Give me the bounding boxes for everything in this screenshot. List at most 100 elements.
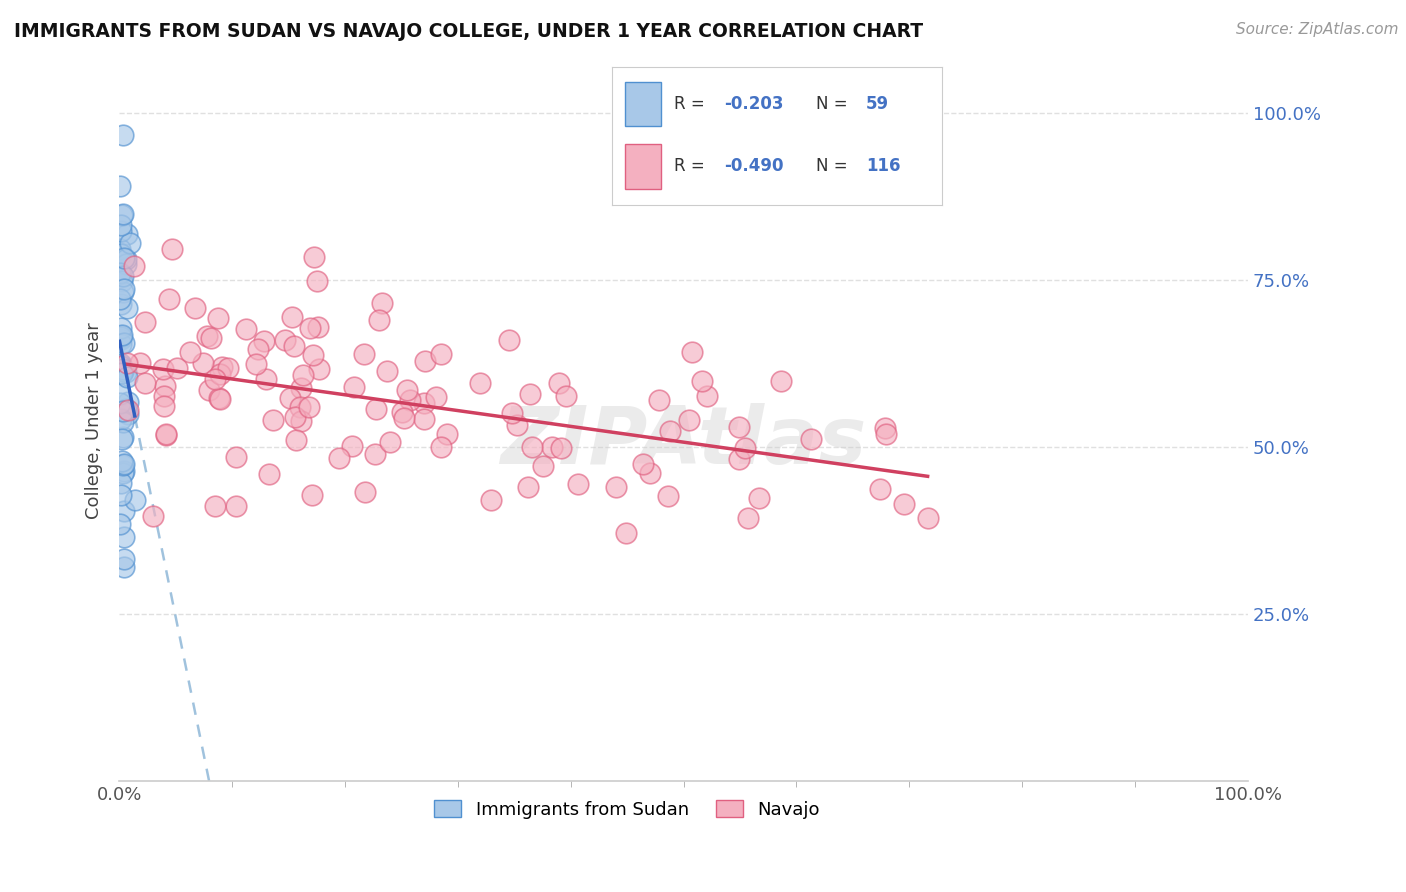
- Point: [108, 179, 131, 194]
- Point: [290, 381, 312, 395]
- Point: [235, 322, 257, 336]
- Point: [111, 366, 134, 380]
- Point: [108, 395, 131, 409]
- Point: [283, 339, 305, 353]
- Point: [245, 357, 267, 371]
- Point: [134, 315, 156, 329]
- Point: [118, 236, 141, 251]
- Point: [111, 458, 134, 473]
- Point: [748, 491, 770, 505]
- FancyBboxPatch shape: [624, 82, 661, 127]
- Point: [392, 411, 415, 425]
- Legend: Immigrants from Sudan, Navajo: Immigrants from Sudan, Navajo: [427, 793, 827, 826]
- Point: [395, 383, 418, 397]
- Text: N =: N =: [817, 158, 853, 176]
- Point: [111, 128, 134, 142]
- Point: [375, 364, 398, 378]
- Point: [108, 243, 131, 257]
- Point: [678, 412, 700, 426]
- Point: [555, 389, 578, 403]
- Point: [657, 490, 679, 504]
- Point: [111, 466, 134, 480]
- Point: [110, 247, 132, 261]
- Text: -0.490: -0.490: [724, 158, 783, 176]
- Text: R =: R =: [675, 158, 710, 176]
- Point: [111, 432, 134, 446]
- Point: [728, 452, 751, 467]
- Point: [605, 480, 627, 494]
- Point: [110, 412, 132, 426]
- Point: [208, 392, 231, 406]
- Point: [111, 328, 134, 343]
- Point: [247, 342, 270, 356]
- Point: [108, 292, 131, 306]
- Point: [195, 328, 218, 343]
- Point: [110, 267, 132, 281]
- Point: [112, 415, 135, 429]
- Point: [342, 438, 364, 452]
- Point: [112, 268, 135, 283]
- Point: [200, 330, 222, 344]
- Point: [769, 374, 792, 388]
- Point: [111, 364, 134, 378]
- Point: [498, 333, 520, 347]
- Point: [302, 348, 325, 362]
- Point: [343, 380, 366, 394]
- Text: ZIPAtlas: ZIPAtlas: [501, 403, 866, 481]
- Y-axis label: College, Under 1 year: College, Under 1 year: [86, 322, 103, 518]
- Point: [257, 467, 280, 482]
- Point: [298, 321, 321, 335]
- Point: [115, 301, 138, 315]
- Point: [354, 485, 377, 500]
- Point: [800, 432, 823, 446]
- Point: [111, 208, 134, 222]
- Point: [111, 454, 134, 468]
- Point: [207, 310, 229, 325]
- Point: [531, 458, 554, 473]
- Point: [124, 493, 146, 508]
- Point: [141, 509, 163, 524]
- Point: [110, 476, 132, 491]
- Point: [208, 367, 231, 381]
- Point: [917, 511, 939, 525]
- Point: [112, 551, 135, 566]
- Point: [114, 365, 136, 379]
- Point: [893, 497, 915, 511]
- Point: [681, 345, 703, 359]
- Point: [727, 420, 749, 434]
- Point: [647, 392, 669, 407]
- Point: [157, 292, 180, 306]
- Point: [117, 394, 139, 409]
- Point: [364, 447, 387, 461]
- Point: [225, 450, 247, 464]
- Point: [217, 360, 239, 375]
- Point: [110, 330, 132, 344]
- Point: [285, 433, 308, 447]
- Point: [108, 266, 131, 280]
- Point: [112, 457, 135, 471]
- Point: [278, 392, 301, 406]
- Point: [875, 426, 897, 441]
- Point: [110, 329, 132, 343]
- Point: [112, 362, 135, 376]
- Point: [166, 360, 188, 375]
- Point: [547, 376, 569, 391]
- Point: [413, 354, 436, 368]
- Point: [117, 407, 139, 421]
- Point: [638, 466, 661, 480]
- Point: [134, 376, 156, 390]
- Point: [204, 500, 226, 514]
- Point: [204, 372, 226, 386]
- Text: R =: R =: [675, 95, 710, 113]
- Point: [413, 396, 436, 410]
- Point: [124, 259, 146, 273]
- Point: [155, 427, 177, 442]
- Point: [298, 400, 321, 414]
- Point: [115, 356, 138, 370]
- Point: [436, 426, 458, 441]
- Point: [307, 320, 329, 334]
- Point: [162, 242, 184, 256]
- Point: [519, 387, 541, 401]
- Point: [191, 355, 214, 369]
- Point: [550, 442, 572, 456]
